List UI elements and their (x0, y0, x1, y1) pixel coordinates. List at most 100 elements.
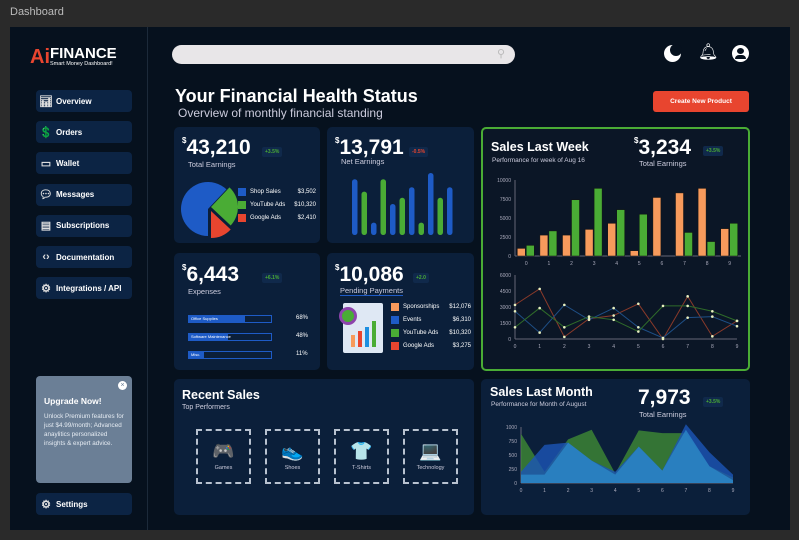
data-point (538, 331, 541, 334)
legend-item: Google Ads $3,275 (391, 339, 471, 352)
x-tick-label: 4 (612, 344, 615, 350)
net-earnings-bar (447, 187, 453, 235)
y-tick-label: 7500 (500, 197, 511, 203)
card-title: Recent Sales (182, 388, 260, 402)
dark-mode-icon[interactable] (664, 44, 682, 62)
y-tick-label: 1000 (506, 425, 517, 431)
y-tick-label: 10000 (497, 178, 511, 184)
status-badge: +6.1% (262, 273, 283, 283)
sidebar-item-subscriptions[interactable]: ▤ Subscriptions (36, 214, 132, 237)
sidebar-item-messages[interactable]: 💬︎ Messages (36, 183, 132, 206)
upgrade-title: Upgrade Now! (44, 396, 102, 406)
net-earnings-bar (437, 197, 443, 235)
sidebar-item-orders[interactable]: 💲 Orders (36, 121, 132, 144)
x-tick-label: 0 (520, 488, 523, 494)
status-badge: +3.5% (703, 146, 724, 156)
sneaker-icon: 👟 (281, 441, 304, 461)
close-icon[interactable]: × (118, 381, 127, 390)
y-tick-label: 6000 (500, 273, 511, 279)
chart-bars-icon: 📊︎ (39, 95, 53, 108)
x-tick-label: 6 (662, 344, 665, 350)
net-earnings-bar (418, 222, 424, 235)
data-point (538, 306, 541, 310)
data-point (513, 309, 517, 313)
earnings-pie-chart (181, 182, 238, 238)
sidebar-item-label: Integrations / API (56, 283, 122, 293)
pie-slice (211, 187, 238, 226)
bar (720, 228, 729, 257)
x-tick-label: 9 (736, 344, 739, 350)
top-performer-t-shirts[interactable]: 👕 T-Shirts (334, 429, 389, 484)
top-performer-shoes[interactable]: 👟 Shoes (265, 429, 320, 484)
card-subtitle: Top Performers (182, 404, 230, 411)
x-tick-label: 4 (614, 488, 617, 494)
top-performer-technology[interactable]: 💻 Technology (403, 429, 458, 484)
y-tick-label: 4500 (500, 289, 511, 295)
data-point (686, 295, 689, 298)
bell-icon[interactable]: 🔔︎ (698, 44, 719, 61)
month-total-label: Total Earnings (639, 410, 687, 419)
code-doc-icon: ‹› (42, 251, 50, 263)
bar (607, 223, 616, 257)
data-point (513, 325, 517, 329)
y-tick-label: 0 (514, 481, 517, 487)
x-tick-label: 9 (732, 488, 735, 494)
data-point (711, 335, 714, 338)
search-input[interactable]: ⚲ (172, 45, 515, 64)
bar (697, 188, 707, 257)
bar (684, 232, 693, 257)
laptop-icon: 💻 (419, 441, 442, 461)
x-tick-label: 5 (638, 261, 641, 267)
x-tick-label: 0 (525, 261, 528, 267)
net-earnings-bar (409, 187, 415, 235)
net-earnings-bar (361, 191, 367, 235)
subscription-icon: ▤ (40, 220, 52, 233)
bar (526, 245, 535, 257)
data-point (563, 335, 566, 339)
card-subtitle: Performance for week of Aug 16 (492, 157, 585, 164)
x-tick-label: 1 (548, 261, 551, 267)
page-title: Your Financial Health Status (175, 86, 418, 106)
x-tick-label: 3 (588, 344, 591, 350)
sidebar-item-documentation[interactable]: ‹› Documentation (36, 246, 132, 268)
status-badge: +3.5% (703, 397, 724, 407)
sidebar-item-label: Messages (56, 190, 95, 200)
x-tick-label: 2 (570, 261, 573, 267)
expenses-value: $6,443 (182, 263, 240, 286)
y-tick-label: 1500 (500, 321, 511, 327)
data-point (612, 306, 615, 310)
create-new-product-button[interactable]: Create New Product (653, 91, 749, 112)
sidebar-item-label: Documentation (56, 252, 115, 262)
sidebar-item-label: Orders (56, 127, 83, 137)
x-tick-label: 5 (637, 488, 640, 494)
bar (616, 209, 625, 257)
sidebar-item-wallet[interactable]: ▭ Wallet (36, 152, 132, 175)
data-point (661, 336, 665, 340)
sidebar-item-settings[interactable]: ⚙ Settings (36, 493, 132, 515)
legend-item: Sponsorships $12,076 (391, 300, 471, 313)
net-earnings-label: Net Earnings (341, 157, 385, 166)
total-earnings-value: $43,210 (182, 136, 251, 159)
data-point (711, 309, 714, 313)
net-earnings-bar (352, 179, 358, 235)
data-point (686, 316, 689, 319)
x-tick-label: 7 (683, 261, 686, 267)
data-point (563, 325, 566, 329)
page-subtitle: Overview of monthly financial standing (178, 106, 383, 120)
sidebar-item-label: Subscriptions (56, 221, 110, 231)
x-tick-label: 7 (684, 488, 687, 494)
area-series (521, 429, 733, 483)
data-point (735, 324, 739, 328)
status-badge: +2.0 (413, 273, 429, 283)
net-earnings-bar (380, 179, 386, 235)
y-tick-label: 0 (508, 254, 511, 260)
sidebar-item-integrations-api[interactable]: ⚙ Integrations / API (36, 277, 132, 300)
bar (706, 241, 716, 257)
top-performer-games[interactable]: 🎮 Games (196, 429, 251, 484)
weekly-bar-chart: 0 2500 5000 7500 10000 0 1 2 3 4 5 6 7 8 9 (497, 178, 741, 267)
pending-payments-link[interactable]: Pending Payments (340, 286, 403, 296)
user-account-icon[interactable] (732, 45, 749, 62)
data-point (587, 318, 591, 322)
data-point (637, 330, 640, 333)
sidebar-item-overview[interactable]: 📊︎ Overview (36, 90, 132, 112)
